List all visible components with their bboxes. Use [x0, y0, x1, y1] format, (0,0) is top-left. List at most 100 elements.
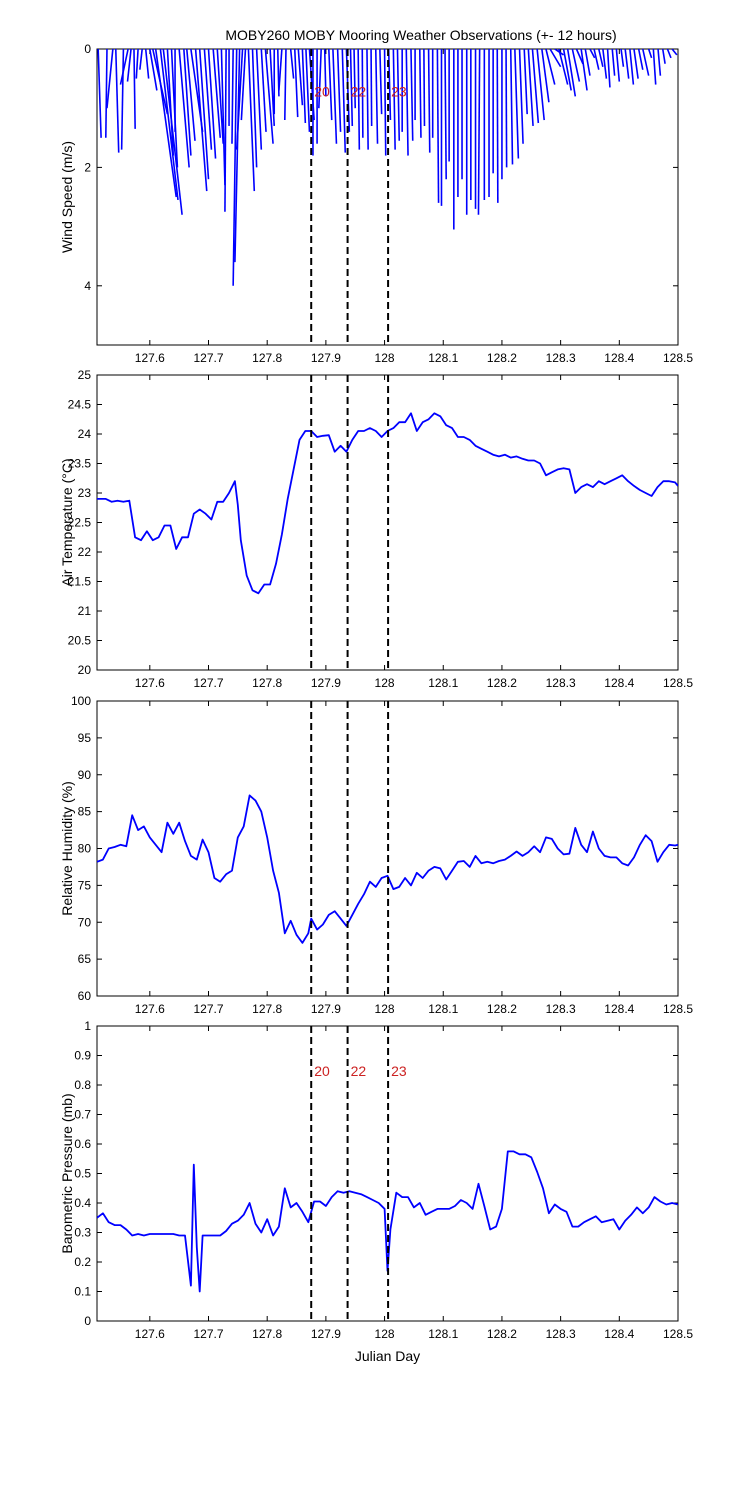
- wind-vector: [198, 49, 210, 180]
- wind-vector: [289, 49, 295, 79]
- x-tick-label: 128.1: [428, 1002, 458, 1016]
- wind-vector: [357, 49, 361, 150]
- wind-vector: [545, 49, 556, 85]
- x-tick-label: 128.1: [428, 351, 458, 365]
- wind-vector: [264, 49, 274, 144]
- wind-vector: [332, 49, 338, 144]
- wind-vector: [652, 49, 657, 85]
- y-tick-label: 100: [71, 694, 91, 708]
- y-tick-label: 21: [78, 604, 92, 618]
- panel-temperature: 127.6 127.7 127.8 127.9 128 128.1 128.2 128.3 12…: [59, 368, 693, 690]
- y-tick-label: 70: [78, 915, 92, 929]
- series-line: [97, 1150, 678, 1293]
- wind-vector: [518, 49, 524, 144]
- x-tick-label: 128.2: [487, 1002, 517, 1016]
- wind-vector: [647, 49, 653, 59]
- wind-vector: [575, 49, 584, 65]
- y-tick-label: 2: [84, 160, 91, 174]
- wind-vector: [133, 49, 136, 129]
- wind-vector: [105, 49, 108, 138]
- wind-vector: [657, 49, 662, 76]
- x-tick-label: 127.7: [193, 351, 223, 365]
- y-tick-label: 90: [78, 768, 92, 782]
- y-tick-label: 23.5: [68, 457, 92, 471]
- wind-vector: [194, 49, 208, 192]
- x-axis-label: Julian Day: [355, 1348, 420, 1364]
- wind-vector: [114, 49, 120, 153]
- y-tick-label: 65: [78, 952, 92, 966]
- x-tick-label: 128.4: [604, 351, 634, 365]
- series-line: [97, 794, 678, 944]
- x-tick-label: 127.8: [252, 351, 282, 365]
- wind-vector: [523, 49, 528, 115]
- y-tick-label: 95: [78, 731, 92, 745]
- wind-vector: [301, 49, 307, 124]
- wind-vector: [374, 49, 379, 144]
- wind-vector: [154, 49, 178, 198]
- figure-title: MOBY260 MOBY Mooring Weather Observation…: [225, 27, 616, 43]
- x-tick-label: 128.2: [487, 676, 517, 690]
- wind-vector: [361, 49, 364, 138]
- wind-vector: [496, 49, 499, 203]
- x-tick-label: 127.7: [193, 676, 223, 690]
- wind-vector: [558, 49, 569, 85]
- y-tick-label: 0.7: [74, 1108, 91, 1122]
- wind-vector: [571, 49, 581, 82]
- wind-vector: [336, 49, 342, 132]
- wind-vector: [383, 49, 387, 156]
- wind-vector: [366, 49, 369, 150]
- x-tick-label: 128.3: [546, 676, 576, 690]
- wind-vector: [328, 49, 333, 121]
- y-tick-label: 24.5: [68, 398, 92, 412]
- wind-vector: [666, 49, 672, 59]
- wind-vector: [231, 49, 234, 144]
- y-tick-label: 20.5: [68, 634, 92, 648]
- y-tick-label: 80: [78, 842, 92, 856]
- wind-vector: [606, 49, 611, 88]
- panels: 127.6 127.7 127.8 127.9 128 128.1 128.2 128.3 12…: [59, 42, 693, 1364]
- x-tick-label: 128.1: [428, 676, 458, 690]
- x-tick-label: 128.4: [604, 1327, 634, 1341]
- wind-vector: [144, 49, 150, 79]
- wind-vector: [423, 49, 426, 126]
- wind-vector: [278, 49, 283, 91]
- wind-vector: [597, 49, 604, 67]
- x-tick-label: 127.9: [311, 1327, 341, 1341]
- wind-vector: [633, 49, 639, 79]
- wind-vector: [541, 49, 550, 103]
- wind-vector: [611, 49, 616, 76]
- wind-vector: [509, 49, 514, 165]
- wind-vector: [126, 49, 132, 82]
- wind-vector: [392, 49, 396, 150]
- x-tick-label: 128.2: [487, 1327, 517, 1341]
- wind-vector: [531, 49, 540, 124]
- wind-vector: [159, 49, 179, 201]
- panel-pressure: 127.6 127.7 127.8 127.9 128 128.1 128.2 128.3 12…: [59, 1019, 693, 1364]
- wind-vector: [629, 49, 635, 85]
- x-tick-label: 128.5: [663, 676, 693, 690]
- x-tick-label: 127.6: [135, 1002, 165, 1016]
- wind-vector: [396, 49, 401, 141]
- series-group: [97, 49, 678, 286]
- x-tick-label: 128.3: [546, 351, 576, 365]
- wind-vector: [293, 49, 299, 118]
- wind-vector: [185, 49, 196, 141]
- x-tick-label: 128.5: [663, 351, 693, 365]
- y-tick-label: 4: [84, 279, 91, 293]
- x-tick-label: 128.3: [546, 1002, 576, 1016]
- wind-vector: [305, 49, 311, 132]
- wind-vector: [183, 49, 192, 156]
- marker-label: 20: [314, 1063, 330, 1079]
- wind-vector: [527, 49, 534, 127]
- wind-vector: [477, 49, 481, 215]
- wind-vector: [580, 49, 588, 91]
- x-tick-label: 127.9: [311, 1002, 341, 1016]
- x-tick-label: 128.5: [663, 1002, 693, 1016]
- y-axis-label: Relative Humidity (%): [59, 781, 75, 916]
- wind-vector: [166, 49, 175, 156]
- x-tick-label: 128.1: [428, 1327, 458, 1341]
- wind-vector: [602, 49, 608, 79]
- x-tick-label: 127.8: [252, 1002, 282, 1016]
- wind-vector: [444, 49, 447, 180]
- y-tick-label: 0: [84, 42, 91, 56]
